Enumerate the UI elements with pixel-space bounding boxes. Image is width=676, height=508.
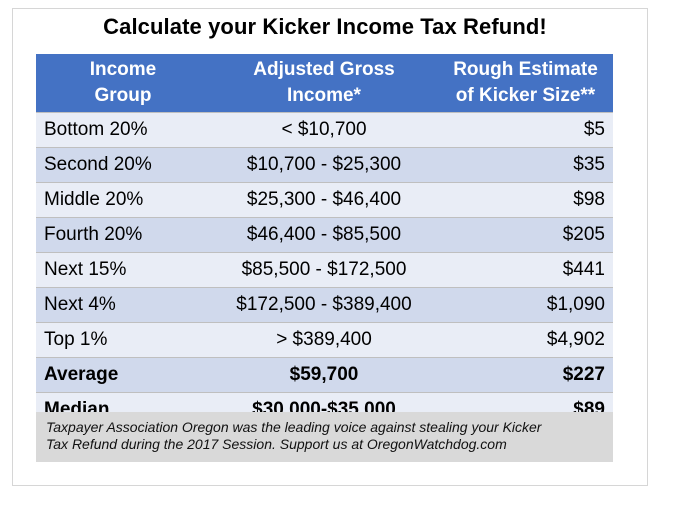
kicker-amount-cell: $35 bbox=[438, 147, 613, 183]
income-range-cell: $10,700 - $25,300 bbox=[210, 147, 438, 183]
income-group-cell: Next 4% bbox=[36, 287, 210, 323]
kicker-amount-cell: $441 bbox=[438, 252, 613, 288]
kicker-amount-cell: $4,902 bbox=[438, 322, 613, 358]
kicker-amount-cell: $1,090 bbox=[438, 287, 613, 323]
income-range-cell: $25,300 - $46,400 bbox=[210, 182, 438, 218]
income-range-cell: $59,700 bbox=[210, 357, 438, 393]
income-group-cell: Bottom 20% bbox=[36, 112, 210, 148]
kicker-amount-cell: $227 bbox=[438, 357, 613, 393]
income-group-cell: Middle 20% bbox=[36, 182, 210, 218]
income-group-cell: Top 1% bbox=[36, 322, 210, 358]
income-range-cell: $85,500 - $172,500 bbox=[210, 252, 438, 288]
page-title: Calculate your Kicker Income Tax Refund! bbox=[103, 14, 547, 39]
income-range-cell: $46,400 - $85,500 bbox=[210, 217, 438, 253]
kicker-amount-cell: $205 bbox=[438, 217, 613, 253]
table-row: Next 4% $172,500 - $389,400 $1,090 bbox=[36, 287, 613, 323]
table-row: Second 20% $10,700 - $25,300 $35 bbox=[36, 147, 613, 183]
kicker-table: Income Group Adjusted Gross Income* Roug… bbox=[36, 54, 613, 427]
kicker-amount-cell: $98 bbox=[438, 182, 613, 218]
footnote-box: Taxpayer Association Oregon was the lead… bbox=[36, 412, 613, 462]
income-group-cell: Second 20% bbox=[36, 147, 210, 183]
table-header-row: Income Group Adjusted Gross Income* Roug… bbox=[36, 54, 613, 113]
table-row: Next 15% $85,500 - $172,500 $441 bbox=[36, 252, 613, 288]
table-row: Middle 20% $25,300 - $46,400 $98 bbox=[36, 182, 613, 218]
kicker-amount-cell: $5 bbox=[438, 112, 613, 148]
footnote-line: Taxpayer Association Oregon was the lead… bbox=[46, 419, 542, 435]
income-group-cell: Average bbox=[36, 357, 210, 393]
footnote-line: Tax Refund during the 2017 Session. Supp… bbox=[46, 436, 507, 452]
table-row: Top 1% > $389,400 $4,902 bbox=[36, 322, 613, 358]
header-adjusted-gross-income: Adjusted Gross Income* bbox=[210, 54, 438, 113]
income-group-cell: Next 15% bbox=[36, 252, 210, 288]
income-range-cell: > $389,400 bbox=[210, 322, 438, 358]
income-range-cell: $172,500 - $389,400 bbox=[210, 287, 438, 323]
table-row-average: Average $59,700 $227 bbox=[36, 357, 613, 393]
income-group-cell: Fourth 20% bbox=[36, 217, 210, 253]
income-range-cell: < $10,700 bbox=[210, 112, 438, 148]
header-kicker-size: Rough Estimate of Kicker Size** bbox=[438, 54, 613, 113]
header-income-group: Income Group bbox=[36, 54, 210, 113]
table-row: Bottom 20% < $10,700 $5 bbox=[36, 112, 613, 148]
table-row: Fourth 20% $46,400 - $85,500 $205 bbox=[36, 217, 613, 253]
